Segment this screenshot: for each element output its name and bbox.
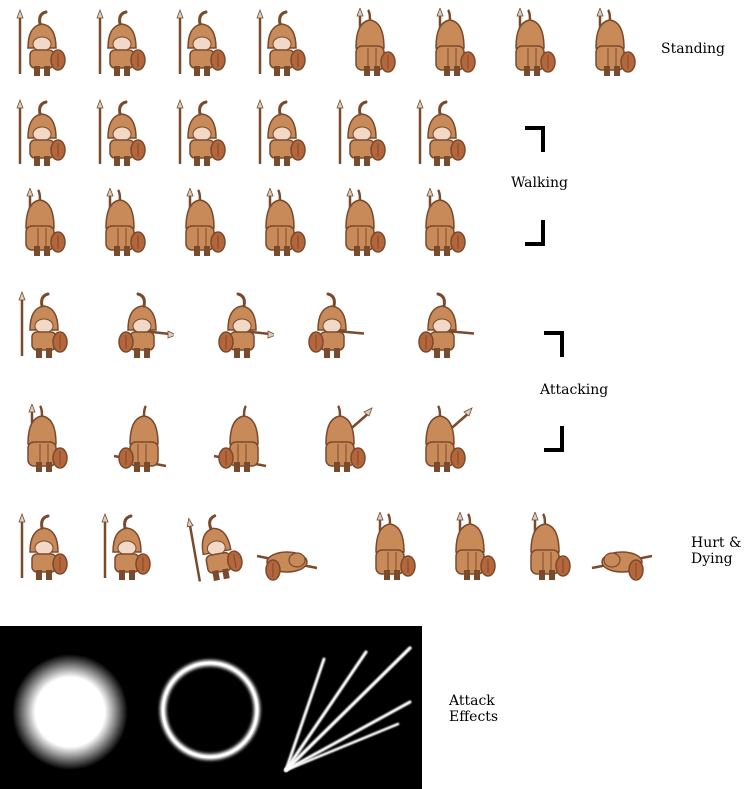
sprite-frame-attacking-back-4 (310, 404, 374, 484)
sprite-frame-walking-back-2 (90, 186, 154, 268)
sprite-frame-standing-5 (340, 6, 404, 88)
sprite-frame-standing-4 (250, 8, 314, 88)
sprite-frame-standing-3 (170, 8, 234, 88)
label-attacking: Attacking (540, 382, 609, 398)
sprite-frame-walking-front-6 (410, 98, 474, 178)
sprite-frame-walking-front-5 (330, 98, 394, 178)
sprite-frame-attacking-back-3 (210, 404, 274, 484)
effect-spear-streaks-icon (284, 646, 412, 772)
effect-glow-orb-icon (12, 654, 128, 770)
label-effects-line1: Attack (449, 693, 495, 709)
sprite-frame-attacking-front-4 (300, 290, 377, 370)
walking-bracket-top (525, 126, 545, 152)
effect-ring-icon (160, 660, 260, 760)
sprite-frame-attacking-front-2 (110, 290, 177, 370)
sprite-frame-hurt-dying-8 (590, 512, 654, 592)
sprite-frame-walking-back-5 (330, 186, 394, 268)
sprite-frame-standing-2 (90, 8, 154, 88)
sprite-frame-walking-back-6 (410, 186, 474, 268)
label-walking: Walking (511, 175, 568, 191)
sprite-frame-attacking-back-1 (12, 402, 76, 484)
label-standing: Standing (661, 41, 725, 57)
sprite-frame-attacking-front-5 (410, 290, 487, 370)
sprite-frame-walking-back-1 (10, 186, 74, 268)
sprite-frame-standing-1 (10, 8, 74, 88)
label-hurt-line1: Hurt & (691, 535, 742, 551)
attacking-bracket-bottom (544, 426, 564, 452)
sprite-frame-walking-back-3 (170, 186, 234, 268)
sprite-frame-hurt-dying-4 (255, 512, 319, 592)
sprite-frame-walking-front-4 (250, 98, 314, 178)
sprite-frame-hurt-dying-5 (360, 510, 424, 592)
sprite-frame-hurt-dying-6 (440, 510, 504, 592)
sprite-frame-walking-back-4 (250, 186, 314, 268)
label-effects-line2: Effects (449, 709, 499, 725)
sprite-frame-hurt-dying-7 (515, 510, 579, 592)
walking-bracket-bottom (525, 220, 545, 246)
label-hurt-line2: Dying (691, 551, 733, 567)
sprite-frame-standing-7 (500, 6, 564, 88)
sprite-frame-hurt-dying-3 (185, 512, 249, 592)
sprite-frame-attacking-front-1 (12, 290, 76, 370)
sprite-frame-attacking-back-5 (410, 404, 474, 484)
attack-effects-panel (0, 626, 422, 789)
sprite-frame-walking-front-3 (170, 98, 234, 178)
attacking-bracket-top (544, 331, 564, 357)
sprite-frame-walking-front-1 (10, 98, 74, 178)
sprite-frame-walking-front-2 (90, 98, 154, 178)
sprite-frame-standing-8 (580, 6, 644, 88)
sprite-frame-attacking-front-3 (210, 290, 277, 370)
sprite-frame-attacking-back-2 (110, 404, 174, 484)
sprite-frame-standing-6 (420, 6, 484, 88)
sprite-frame-hurt-dying-1 (12, 512, 76, 592)
sprite-frame-hurt-dying-2 (95, 512, 159, 592)
